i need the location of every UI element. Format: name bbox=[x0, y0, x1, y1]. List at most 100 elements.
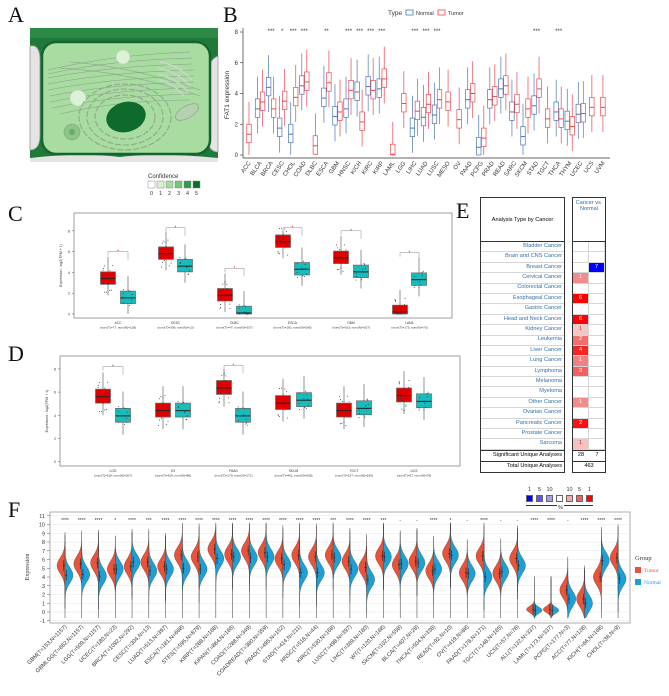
cancer-type-label[interactable]: Prostate Cancer bbox=[481, 429, 564, 440]
normal-PAAD-box bbox=[465, 89, 471, 109]
significance-marker: **** bbox=[212, 518, 220, 524]
jitter-point bbox=[287, 408, 289, 410]
under-expression-cell bbox=[589, 252, 605, 262]
tumor-ACC-box bbox=[246, 123, 252, 144]
jitter-point bbox=[342, 270, 344, 272]
jitter-point bbox=[296, 262, 298, 264]
normal-LAML-box bbox=[411, 272, 427, 286]
cancer-type-label[interactable]: Lymphoma bbox=[481, 367, 564, 378]
normal-KIRP-box bbox=[376, 78, 382, 98]
cancer-type-label[interactable]: Cervical Cancer bbox=[481, 273, 564, 284]
cancer-type-label[interactable]: Sarcoma bbox=[481, 439, 564, 450]
tumor-UVM-box bbox=[600, 96, 606, 117]
jitter-point bbox=[223, 372, 225, 374]
cancer-type-label[interactable]: Brain and CNS Cancer bbox=[481, 252, 564, 263]
normal-violin bbox=[333, 524, 342, 592]
significance-marker: * bbox=[450, 518, 452, 524]
jitter-point bbox=[186, 267, 188, 269]
jitter-point bbox=[277, 252, 279, 254]
jitter-point bbox=[183, 401, 185, 403]
confidence-level-label: 5 bbox=[195, 191, 198, 197]
cancer-type-label[interactable]: Colorectal Cancer bbox=[481, 284, 564, 294]
y-tick-label: 9 bbox=[42, 531, 45, 537]
table-row bbox=[573, 252, 605, 263]
y-tick-label: -1 bbox=[40, 619, 45, 625]
jitter-point bbox=[399, 395, 401, 397]
jitter-point bbox=[225, 375, 227, 377]
cancer-type-label[interactable]: Pancreatic Cancer bbox=[481, 419, 564, 430]
jitter-point bbox=[401, 408, 403, 410]
significance-bracket bbox=[399, 252, 420, 261]
cancer-type-label[interactable]: Liver Cancer bbox=[481, 346, 564, 357]
tumor-PCPG-box bbox=[481, 127, 487, 147]
cancer-type-label[interactable]: Other Cancer bbox=[481, 398, 564, 409]
jitter-point bbox=[219, 303, 221, 305]
jitter-point bbox=[335, 254, 337, 256]
cancer-type-label[interactable]: Head and Neck Cancer bbox=[481, 315, 564, 326]
normal-OV-box bbox=[175, 402, 191, 418]
significance-marker: **** bbox=[128, 518, 136, 524]
jitter-point bbox=[167, 239, 169, 241]
normal-UCEC-box bbox=[575, 103, 581, 124]
legend-percent-label: 1 bbox=[527, 487, 532, 493]
y-tick-label: 5 bbox=[42, 566, 45, 572]
cancer-type-label[interactable]: Esophageal Cancer bbox=[481, 294, 564, 305]
tumor-OV-box bbox=[456, 109, 462, 129]
table-color-legend: 1 5 10 10 5 1% bbox=[520, 486, 610, 514]
over-expression-cell: 6 bbox=[573, 314, 589, 325]
significance-marker: ** bbox=[324, 29, 329, 35]
jitter-point bbox=[343, 421, 345, 423]
cancer-type-label[interactable]: Myeloma bbox=[481, 387, 564, 398]
significance-marker: - bbox=[416, 518, 418, 524]
significance-marker: **** bbox=[162, 518, 170, 524]
y-tick-label: 8 bbox=[54, 367, 56, 371]
x-tick-label: UCS bbox=[411, 469, 419, 473]
tumor-COAD-box bbox=[304, 71, 310, 91]
jitter-point bbox=[245, 306, 247, 308]
cancer-type-label[interactable]: Ovarian Cancer bbox=[481, 408, 564, 419]
over-expression-cell bbox=[573, 252, 589, 262]
normal-violin bbox=[198, 535, 208, 603]
tumor-TGCT-box bbox=[336, 402, 352, 418]
over-expression-cell: 2 bbox=[573, 335, 589, 345]
cancer-type-label[interactable]: Gastric Cancer bbox=[481, 304, 564, 315]
jitter-point bbox=[285, 391, 287, 393]
jitter-point bbox=[122, 289, 124, 291]
jitter-point bbox=[364, 263, 366, 265]
jitter-point bbox=[400, 397, 402, 399]
tumor-HNSC-box bbox=[348, 80, 354, 100]
jitter-point bbox=[303, 260, 305, 262]
jitter-point bbox=[418, 407, 420, 409]
cancer-type-label[interactable]: Breast Cancer bbox=[481, 263, 564, 274]
over-expression-cell: 3 bbox=[573, 366, 589, 377]
significance-marker: * bbox=[114, 518, 116, 524]
jitter-point bbox=[226, 389, 228, 391]
cancer-type-label[interactable]: Kidney Cancer bbox=[481, 325, 564, 336]
x-tick-sublabel: (num(T)=461; num(N)=558) bbox=[275, 474, 313, 478]
cancer-type-label[interactable]: Leukemia bbox=[481, 336, 564, 346]
jitter-point bbox=[420, 272, 422, 274]
cancer-type-label[interactable]: Lung Cancer bbox=[481, 356, 564, 367]
significance-marker: * bbox=[234, 265, 236, 270]
jitter-point bbox=[246, 422, 248, 424]
cancer-type-label[interactable]: Melanoma bbox=[481, 377, 564, 388]
jitter-point bbox=[425, 393, 427, 395]
jitter-point bbox=[305, 273, 307, 275]
jitter-point bbox=[123, 407, 125, 409]
jitter-point bbox=[418, 409, 420, 411]
jitter-point bbox=[238, 307, 240, 309]
over-expression-cell: 1 bbox=[573, 356, 589, 366]
normal-violin bbox=[500, 538, 509, 606]
normal-violin bbox=[98, 542, 107, 610]
jitter-point bbox=[227, 296, 229, 298]
x-tick-sublabel: (num(T)=77; num(N)=128) bbox=[100, 326, 136, 330]
significance-marker: **** bbox=[296, 518, 304, 524]
legend-tumor-label: Tumor bbox=[644, 568, 659, 574]
jitter-point bbox=[427, 391, 429, 393]
cancer-type-label[interactable]: Bladder Cancer bbox=[481, 242, 564, 253]
tumor-CESC-box bbox=[282, 90, 288, 110]
jitter-point bbox=[296, 277, 298, 279]
jitter-point bbox=[355, 272, 357, 274]
